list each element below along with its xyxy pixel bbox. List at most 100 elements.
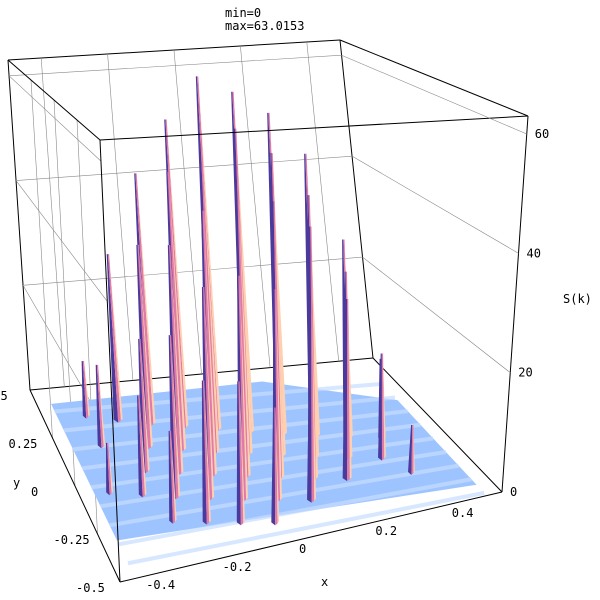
grid-line-right-z: [351, 155, 519, 254]
peak-mid-side: [203, 286, 213, 501]
peak-light-side: [238, 188, 251, 477]
box-edge-front-top: [99, 115, 529, 141]
peak-dark-side: [137, 395, 143, 498]
peak-light-side: [198, 76, 222, 431]
peak-dark-side: [168, 335, 176, 500]
peak-light-side: [274, 201, 285, 478]
peak-dark-side: [168, 430, 173, 524]
peak-mid-side: [311, 314, 315, 503]
x-tick-label: 0: [299, 542, 306, 556]
peak-dark-side: [201, 380, 207, 525]
peak-light-side: [383, 353, 386, 459]
peak-mid-side: [200, 144, 218, 455]
peak-light-side: [239, 275, 249, 500]
box-edge-right-top: [339, 39, 529, 117]
x-tick-label: 0.4: [452, 506, 474, 520]
box-edge-left-floor: [29, 389, 121, 583]
z-tick-label: 60: [535, 127, 549, 141]
peak-light-side: [311, 226, 319, 479]
peak-light-side: [138, 244, 153, 448]
peak-light-side: [98, 364, 106, 447]
peak-light-side: [203, 210, 217, 476]
floor-ripple: [63, 395, 396, 433]
peak-light-side: [204, 380, 211, 523]
peak-mid-side: [82, 360, 89, 419]
z-tick-label: 20: [518, 366, 532, 380]
grid-line-back-x: [240, 45, 271, 368]
tick-labels: -0.4 -0.2 0 0.2 0.4 -0.5 -0.25 0 0.25 0.5 0 20 40 60: [0, 127, 549, 595]
peak-light-side: [201, 144, 220, 453]
y-tick-label: -0.5: [76, 581, 105, 595]
peak-mid-side: [165, 119, 187, 430]
y-tick-label: 0.25: [9, 437, 38, 451]
grid-line-right-z: [362, 256, 511, 373]
grid-line-back-x: [40, 57, 65, 387]
y-tick-label: -0.25: [54, 533, 90, 547]
peak-light-side: [168, 171, 187, 451]
peak-mid-side: [169, 335, 179, 500]
min-annotation: min=0: [225, 6, 261, 20]
floor-surface: [51, 381, 485, 566]
peak-mid-side: [107, 254, 121, 423]
peak-light-side: [140, 338, 150, 472]
front-box-edges: [7, 54, 529, 583]
grid-line-back-x: [306, 41, 339, 362]
y-axis-label: y: [13, 476, 20, 490]
peak-mid-side: [139, 338, 149, 474]
floor-ripple: [118, 477, 472, 547]
peak-light-side: [236, 128, 253, 455]
peak-dark-side: [105, 442, 110, 496]
peak-light-side: [312, 314, 317, 501]
peak-light-side: [136, 173, 156, 425]
peak-light-side: [275, 407, 280, 524]
peak-mid-side: [381, 353, 385, 461]
peak-mid-side: [273, 201, 283, 480]
z-tick-label: 0: [510, 485, 517, 499]
peak-light-side: [108, 442, 113, 494]
floor-ripple: [91, 436, 434, 490]
peak-light-side: [348, 299, 352, 480]
box-edge-back-left: [7, 59, 31, 391]
peak-dark-side: [378, 353, 382, 461]
x-tick-label: 0.2: [375, 524, 397, 538]
y-tick-label: 0.5: [0, 389, 8, 403]
floor-ripple: [127, 490, 485, 566]
z-tick-label: 40: [527, 246, 541, 260]
peak-dark-side: [95, 364, 102, 449]
peak-light-side: [275, 289, 282, 501]
peak-mid-side: [274, 289, 281, 503]
peak-dark-side: [201, 286, 210, 501]
z-axis-label: S(k): [563, 292, 592, 306]
peak-dark-side: [307, 314, 312, 503]
peak-mid-side: [310, 226, 316, 481]
peak-mid-side: [411, 424, 414, 476]
peak-dark-side: [106, 254, 119, 423]
peak-dark-side: [138, 338, 146, 474]
peak-mid-side: [107, 442, 112, 496]
peak-mid-side: [135, 173, 154, 427]
peak-light-side: [239, 381, 245, 524]
peak-light-side: [413, 424, 415, 474]
peak-mid-side: [202, 210, 215, 478]
peak-mid-side: [347, 299, 350, 482]
peak-light-side: [171, 430, 177, 522]
grid-line-right-z: [341, 54, 527, 135]
peak-dark-side: [81, 360, 87, 419]
peak-mid-side: [138, 395, 145, 498]
peak-mid-side: [137, 244, 151, 450]
box-edge-front-floor: [119, 491, 503, 583]
box-edge-back-corner: [339, 39, 374, 359]
x-axis-label: x: [321, 575, 328, 589]
box-edge-front-left: [99, 139, 121, 583]
peak-dark-side: [408, 424, 413, 476]
peak-mid-side: [169, 430, 176, 524]
peak-dark-side: [342, 299, 348, 482]
grid-line-back-x: [173, 49, 202, 375]
peak-light-side: [171, 335, 181, 498]
grid-line-left-y: [30, 79, 53, 439]
peak-light-side: [109, 254, 123, 421]
peak-light-side: [272, 153, 286, 457]
x-tick-label: -0.4: [146, 578, 175, 592]
peak-light-side: [170, 245, 184, 474]
